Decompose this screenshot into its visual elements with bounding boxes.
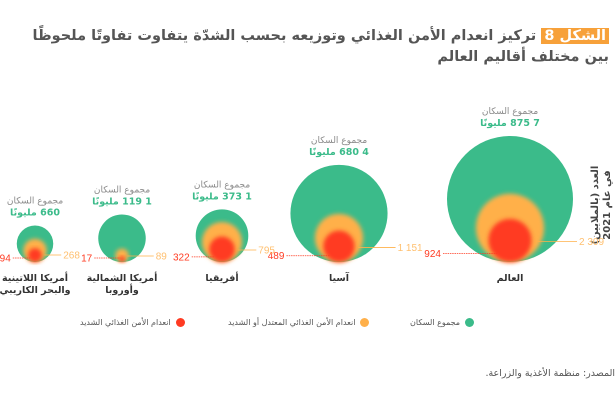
legend-label: انعدام الأمن الغذائي المعتدل أو الشديد xyxy=(228,318,356,327)
population-caption: مجموع السكان xyxy=(194,180,250,190)
title-text: تركيز انعدام الأمن الغذائي وتوزيعه بحسب … xyxy=(32,28,609,65)
region-name: وأوروبا xyxy=(105,283,139,296)
population-caption: مجموع السكان xyxy=(482,107,538,117)
region-name: آسيا xyxy=(329,271,350,284)
legend-label: مجموع السكان xyxy=(410,318,461,327)
population-value-label: 7 875 مليونًا xyxy=(480,118,540,129)
moderate-bubble xyxy=(115,248,129,262)
population-value-label: 4 680 مليونًا xyxy=(309,147,369,158)
chart-title: الشكل 8 تركيز انعدام الأمن الغذائي وتوزي… xyxy=(9,26,609,68)
severe-value-label: 94 xyxy=(0,254,11,265)
region-name: العالم xyxy=(497,273,524,284)
severe-value-label: 322 xyxy=(173,252,190,263)
region-name: أمريكا اللاتينية xyxy=(2,271,68,284)
source-note: المصدر: منظمة الأغذية والزراعة. xyxy=(485,368,615,379)
region-name: أمريكا الشمالية xyxy=(87,271,158,284)
population-bubble xyxy=(98,214,146,262)
population-caption: مجموع السكان xyxy=(94,185,150,195)
population-caption: مجموع السكان xyxy=(7,197,63,207)
figure-badge: الشكل 8 xyxy=(541,28,609,44)
severe-value-label: 924 xyxy=(424,249,441,260)
severe-value-label: 17 xyxy=(81,254,93,265)
green-dot-icon xyxy=(465,318,475,327)
legend-item-moderate: انعدام الأمن الغذائي المعتدل أو الشديد xyxy=(228,318,370,327)
legend-item-severe: انعدام الأمن الغذائي الشديد xyxy=(80,318,185,327)
moderate-value-label: 795 xyxy=(258,245,275,256)
population-caption: مجموع السكان xyxy=(311,136,367,146)
population-value-label: 1 373 مليونًا xyxy=(192,191,252,202)
severe-bubble xyxy=(323,230,355,262)
red-dot-icon xyxy=(175,318,185,327)
orange-dot-icon xyxy=(360,318,370,327)
moderate-value-label: 2 309 xyxy=(579,237,604,248)
population-value-label: 660 مليونًا xyxy=(10,208,60,219)
moderate-value-label: 268 xyxy=(63,251,80,262)
severe-bubble xyxy=(28,248,42,262)
legend-item-population: مجموع السكان xyxy=(410,318,475,327)
population-value-label: 1 119 مليونًا xyxy=(92,196,152,207)
severe-bubble xyxy=(209,236,235,262)
severe-value-label: 489 xyxy=(268,251,285,262)
moderate-value-label: 1 151 xyxy=(398,243,423,254)
moderate-value-label: 89 xyxy=(156,252,168,263)
population-bubble xyxy=(290,164,388,262)
legend-label: انعدام الأمن الغذائي الشديد xyxy=(80,318,171,327)
region-name: أفريقيا xyxy=(205,271,238,284)
severe-bubble xyxy=(488,218,532,262)
region-name: والبحر الكاريبي xyxy=(0,285,71,296)
severe-bubble xyxy=(119,256,125,262)
